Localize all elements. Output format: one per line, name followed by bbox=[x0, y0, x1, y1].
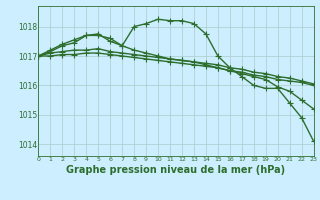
X-axis label: Graphe pression niveau de la mer (hPa): Graphe pression niveau de la mer (hPa) bbox=[67, 165, 285, 175]
